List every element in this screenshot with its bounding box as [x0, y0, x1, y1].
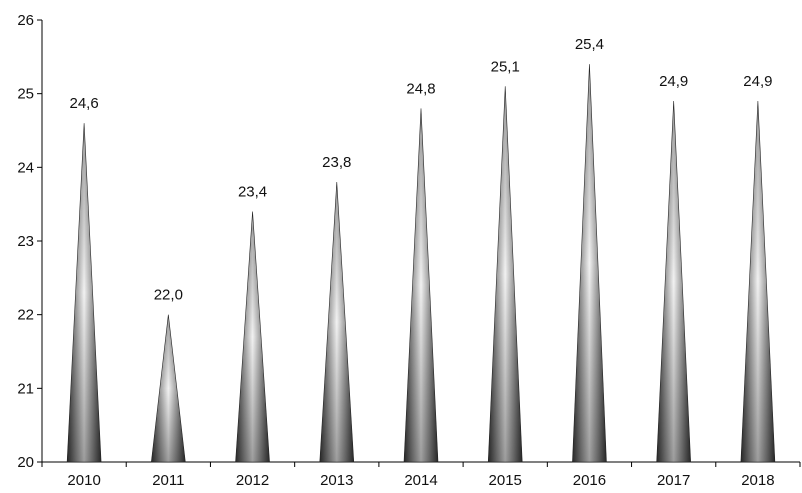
y-axis: 20 21 22 23 24 25 26	[17, 12, 43, 471]
bar-shading	[151, 314, 186, 462]
data-label: 25,1	[491, 58, 520, 75]
bar-shading	[656, 101, 691, 463]
bar-shading	[67, 123, 102, 462]
y-tick-label: 24	[17, 159, 34, 176]
y-tick-label: 20	[17, 454, 34, 471]
data-label: 23,4	[238, 184, 267, 201]
data-label: 23,8	[322, 154, 351, 171]
x-tick-label: 2014	[404, 472, 437, 489]
bar-shading	[319, 182, 354, 463]
x-tick-label: 2018	[741, 472, 774, 489]
x-tick-label: 2013	[320, 472, 353, 489]
data-label: 25,4	[575, 36, 604, 53]
x-tick-label: 2012	[236, 472, 269, 489]
x-tick-label: 2017	[657, 472, 690, 489]
data-label: 24,9	[743, 73, 772, 90]
data-labels: 24,6 22,0 23,4 23,8 24,8 25,1 25,4 24,9 24,9	[70, 36, 773, 303]
bar-shading	[572, 64, 607, 462]
data-label: 22,0	[154, 287, 183, 304]
y-tick-label: 21	[17, 380, 34, 397]
x-tick-label: 2011	[152, 472, 184, 489]
x-tick-label: 2015	[489, 472, 522, 489]
y-tick-label: 22	[17, 307, 34, 324]
bar-shading	[235, 211, 270, 462]
x-axis: 2010 2011 2012 2013 2014 2015 2016 2017 2018	[41, 461, 801, 489]
data-label: 24,8	[406, 80, 435, 97]
y-tick-label: 26	[17, 12, 34, 29]
x-tick-label: 2010	[67, 472, 100, 489]
y-tick-label: 25	[17, 86, 34, 103]
x-tick-label: 2016	[573, 472, 606, 489]
bar-shading	[488, 86, 523, 463]
data-label: 24,9	[659, 73, 688, 90]
bar-shading	[404, 108, 438, 463]
bars	[66, 64, 776, 463]
bar-shading	[740, 101, 775, 463]
data-label: 24,6	[70, 95, 99, 112]
y-tick-label: 23	[17, 233, 34, 250]
